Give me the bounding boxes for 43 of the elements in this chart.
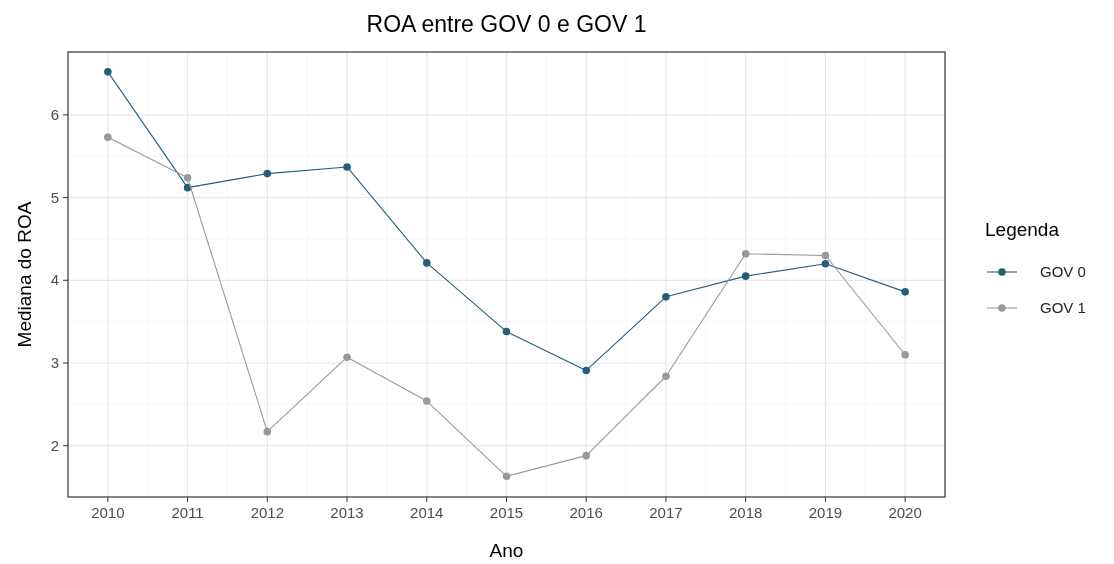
point	[343, 163, 351, 171]
point	[582, 451, 591, 460]
y-tick-label: 4	[50, 271, 59, 289]
x-tick-label: 2015	[489, 504, 524, 521]
point	[422, 259, 431, 267]
x-tick-label: 2014	[410, 504, 444, 521]
x-tick-label: 2019	[808, 504, 843, 521]
x-tick-label: 2016	[569, 504, 603, 521]
x-tick-label: 2012	[250, 504, 285, 521]
point	[901, 288, 909, 296]
legend-label: GOV 1	[1040, 299, 1086, 316]
point	[662, 372, 670, 381]
point	[821, 259, 830, 268]
legend-label: GOV 0	[1040, 263, 1086, 280]
point	[901, 350, 909, 359]
point	[821, 251, 830, 260]
point	[662, 293, 670, 301]
y-tick-label: 5	[50, 188, 59, 206]
point	[343, 353, 351, 362]
point	[104, 133, 112, 141]
point	[104, 68, 112, 76]
point	[741, 250, 750, 258]
point	[741, 272, 750, 280]
y-tick-label: 2	[50, 436, 59, 454]
chart-title: ROA entre GOV 0 e GOV 1	[366, 11, 647, 37]
legend-title: Legenda	[985, 219, 1060, 240]
x-tick-label: 2011	[171, 504, 204, 521]
y-axis-title: Mediana do ROA	[14, 201, 35, 348]
x-tick-label: 2020	[888, 504, 922, 521]
point	[263, 169, 272, 178]
point	[263, 427, 272, 436]
x-tick-label: 2018	[728, 504, 763, 521]
point	[183, 173, 192, 182]
x-tick-label: 2013	[330, 504, 364, 521]
point	[502, 327, 511, 336]
x-tick-label: 2010	[91, 504, 125, 521]
y-tick-label: 3	[50, 354, 59, 371]
point	[502, 472, 511, 481]
point	[422, 397, 431, 405]
point	[582, 366, 591, 375]
y-tick-label: 6	[50, 105, 59, 123]
x-tick-label: 2017	[649, 504, 683, 521]
x-axis-title: Ano	[489, 540, 524, 561]
